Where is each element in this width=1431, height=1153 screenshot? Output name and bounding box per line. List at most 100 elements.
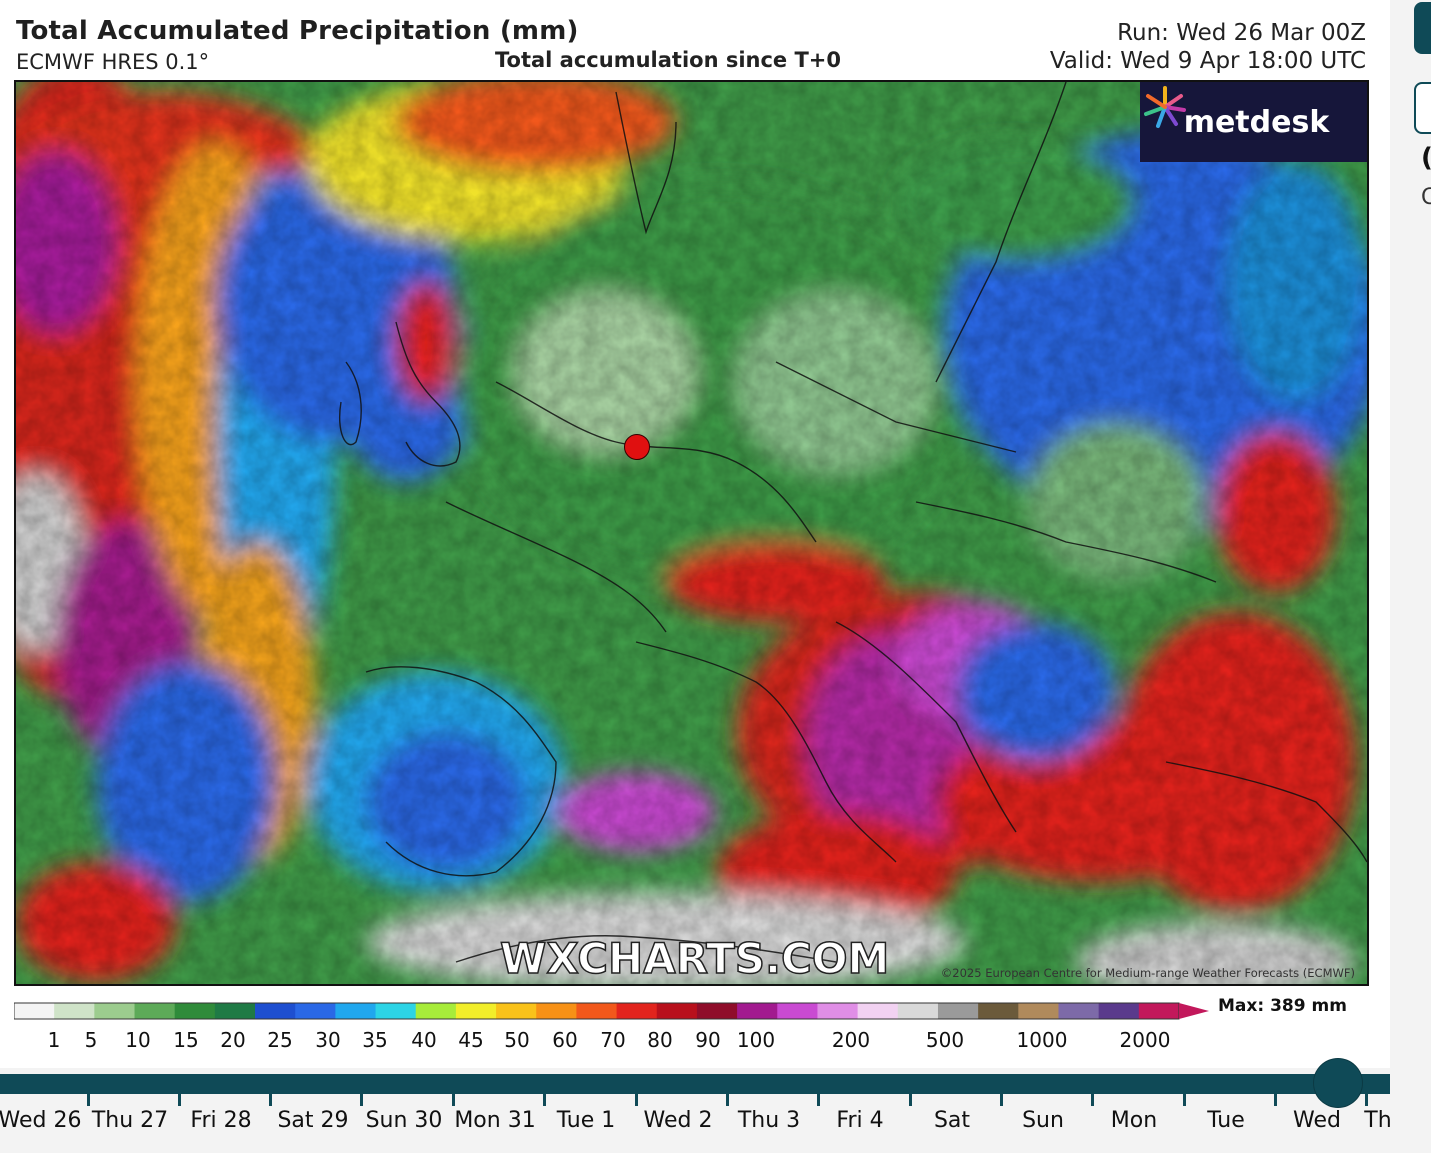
timeline-tick bbox=[1365, 1094, 1368, 1106]
scale-color-cell bbox=[576, 1003, 618, 1019]
valid-label: Valid: Wed 9 Apr 18:00 UTC bbox=[1049, 48, 1366, 74]
copyright-note: ©2025 European Centre for Medium-range W… bbox=[940, 966, 1355, 980]
watermark: WXCHARTS.COM bbox=[499, 933, 890, 984]
timeline-day-label[interactable]: Wed 2 bbox=[643, 1108, 713, 1133]
scale-color-cell bbox=[696, 1003, 738, 1019]
timeline-tick bbox=[87, 1094, 90, 1106]
timeline-tick bbox=[1091, 1094, 1094, 1106]
side-text-heading: ( bbox=[1421, 143, 1431, 173]
chart-title: Total Accumulated Precipitation (mm) bbox=[16, 16, 579, 46]
scale-tick-label: 1000 bbox=[1016, 1028, 1068, 1052]
scale-arrow bbox=[1179, 1003, 1209, 1019]
precipitation-chart: Total Accumulated Precipitation (mm) ECM… bbox=[0, 0, 1390, 1068]
side-button-secondary[interactable] bbox=[1414, 82, 1431, 134]
scale-color-cell bbox=[616, 1003, 658, 1019]
scale-color-cell bbox=[817, 1003, 859, 1019]
max-label: Max: 389 mm bbox=[1218, 996, 1347, 1016]
scale-color-cell bbox=[777, 1003, 818, 1019]
timeline-day-label[interactable]: Tue bbox=[1207, 1108, 1245, 1133]
timeline-day-label[interactable]: Wed bbox=[1293, 1108, 1341, 1133]
timeline-tick bbox=[635, 1094, 638, 1106]
scale-tick-label: 70 bbox=[600, 1028, 626, 1052]
timeline-day-label[interactable]: Wed 26 bbox=[0, 1108, 82, 1133]
scale-tick-label: 20 bbox=[220, 1028, 246, 1052]
scale-tick-label: 35 bbox=[362, 1028, 388, 1052]
side-text-sub: C bbox=[1421, 185, 1431, 210]
timeline-day-label[interactable]: Sun 30 bbox=[365, 1108, 443, 1133]
scale-tick-label: 30 bbox=[315, 1028, 341, 1052]
scale-color-cell bbox=[455, 1003, 497, 1019]
scale-color-cell bbox=[897, 1003, 939, 1019]
model-label: ECMWF HRES 0.1° bbox=[16, 50, 210, 74]
scale-tick-label: 25 bbox=[267, 1028, 293, 1052]
scale-tick-label: 1 bbox=[47, 1028, 61, 1052]
timeline-day-label[interactable]: Sat bbox=[933, 1108, 971, 1133]
timeline-day-label[interactable]: Thu 3 bbox=[737, 1108, 801, 1133]
scale-color-cell bbox=[536, 1003, 577, 1019]
scale-tick-label: 80 bbox=[647, 1028, 673, 1052]
scale-tick-label: 2000 bbox=[1119, 1028, 1171, 1052]
scale-color-cell bbox=[295, 1003, 336, 1019]
scale-tick-label: 45 bbox=[458, 1028, 484, 1052]
scale-color-cell bbox=[1098, 1003, 1140, 1019]
scale-tick-label: 100 bbox=[736, 1028, 776, 1052]
timeline-day-label[interactable]: Fri 4 bbox=[836, 1108, 884, 1133]
scale-color-cell bbox=[496, 1003, 537, 1019]
timeline-day-label[interactable]: Sun bbox=[1022, 1108, 1064, 1133]
timeline-track[interactable] bbox=[0, 1074, 1390, 1094]
scale-color-cell bbox=[737, 1003, 778, 1019]
chart-subtitle: Total accumulation since T+0 bbox=[495, 48, 842, 72]
precipitation-map: metdesk WXCHARTS.COM ©2025 European Cent… bbox=[14, 80, 1369, 986]
run-label: Run: Wed 26 Mar 00Z bbox=[1117, 20, 1366, 46]
scale-color-cell bbox=[1018, 1003, 1059, 1019]
timeline-tick bbox=[360, 1094, 363, 1106]
scale-tick-label: 200 bbox=[831, 1028, 871, 1052]
timeline-day-label[interactable]: Tue 1 bbox=[556, 1108, 616, 1133]
scale-tick-label: 500 bbox=[925, 1028, 965, 1052]
timeline-day-label[interactable]: Mon bbox=[1110, 1108, 1158, 1133]
scale-color-cell bbox=[335, 1003, 377, 1019]
scale-color-cell bbox=[54, 1003, 95, 1019]
timeline-tick bbox=[178, 1094, 181, 1106]
color-scale: Max: 389 mm 1 5 10 15 20 25 30 35 40 45 50 60 70 80 90… bbox=[14, 996, 1374, 1056]
side-button-primary[interactable] bbox=[1414, 2, 1431, 54]
scale-color-cell bbox=[375, 1003, 417, 1019]
timeline-day-label[interactable]: Fri 28 bbox=[190, 1108, 252, 1133]
timeline-tick bbox=[1274, 1094, 1277, 1106]
timeline-tick bbox=[726, 1094, 729, 1106]
scale-color-cell bbox=[1058, 1003, 1100, 1019]
scale-tick-label: 10 bbox=[125, 1028, 151, 1052]
timeline-day-label[interactable]: Sat 29 bbox=[277, 1108, 349, 1133]
scale-tick-label: 5 bbox=[84, 1028, 98, 1052]
scale-color-cell bbox=[857, 1003, 899, 1019]
scale-color-cell bbox=[14, 1003, 55, 1019]
scale-color-cell bbox=[134, 1003, 176, 1019]
scale-tick-label: 40 bbox=[411, 1028, 437, 1052]
timeline-tick bbox=[543, 1094, 546, 1106]
metdesk-logo: metdesk bbox=[1140, 82, 1367, 162]
timeline-tick bbox=[269, 1094, 272, 1106]
scale-tick-label: 50 bbox=[504, 1028, 530, 1052]
scale-color-cell bbox=[94, 1003, 136, 1019]
scale-color-cell bbox=[174, 1003, 216, 1019]
timeline-tick bbox=[817, 1094, 820, 1106]
timeline-day-label[interactable]: Th bbox=[1364, 1108, 1392, 1133]
scale-bar bbox=[14, 1002, 1209, 1020]
scale-color-cell bbox=[214, 1003, 256, 1019]
timeline-slider-handle[interactable] bbox=[1314, 1059, 1362, 1107]
scale-tick-label: 90 bbox=[695, 1028, 721, 1052]
scale-color-cell bbox=[255, 1003, 296, 1019]
metdesk-icon bbox=[1144, 86, 1186, 128]
scale-tick-label: 60 bbox=[552, 1028, 578, 1052]
timeline-tick bbox=[1183, 1094, 1186, 1106]
scale-color-cell bbox=[415, 1003, 457, 1019]
map-graphic bbox=[16, 82, 1367, 984]
timeline-tick bbox=[452, 1094, 455, 1106]
scale-color-cell bbox=[656, 1003, 698, 1019]
timeline-tick bbox=[909, 1094, 912, 1106]
timeline-day-label[interactable]: Thu 27 bbox=[91, 1108, 169, 1133]
timeline-day-label[interactable]: Mon 31 bbox=[454, 1108, 536, 1133]
location-marker[interactable] bbox=[624, 434, 650, 460]
scale-color-cell bbox=[937, 1003, 979, 1019]
scale-color-cell bbox=[978, 1003, 1019, 1019]
